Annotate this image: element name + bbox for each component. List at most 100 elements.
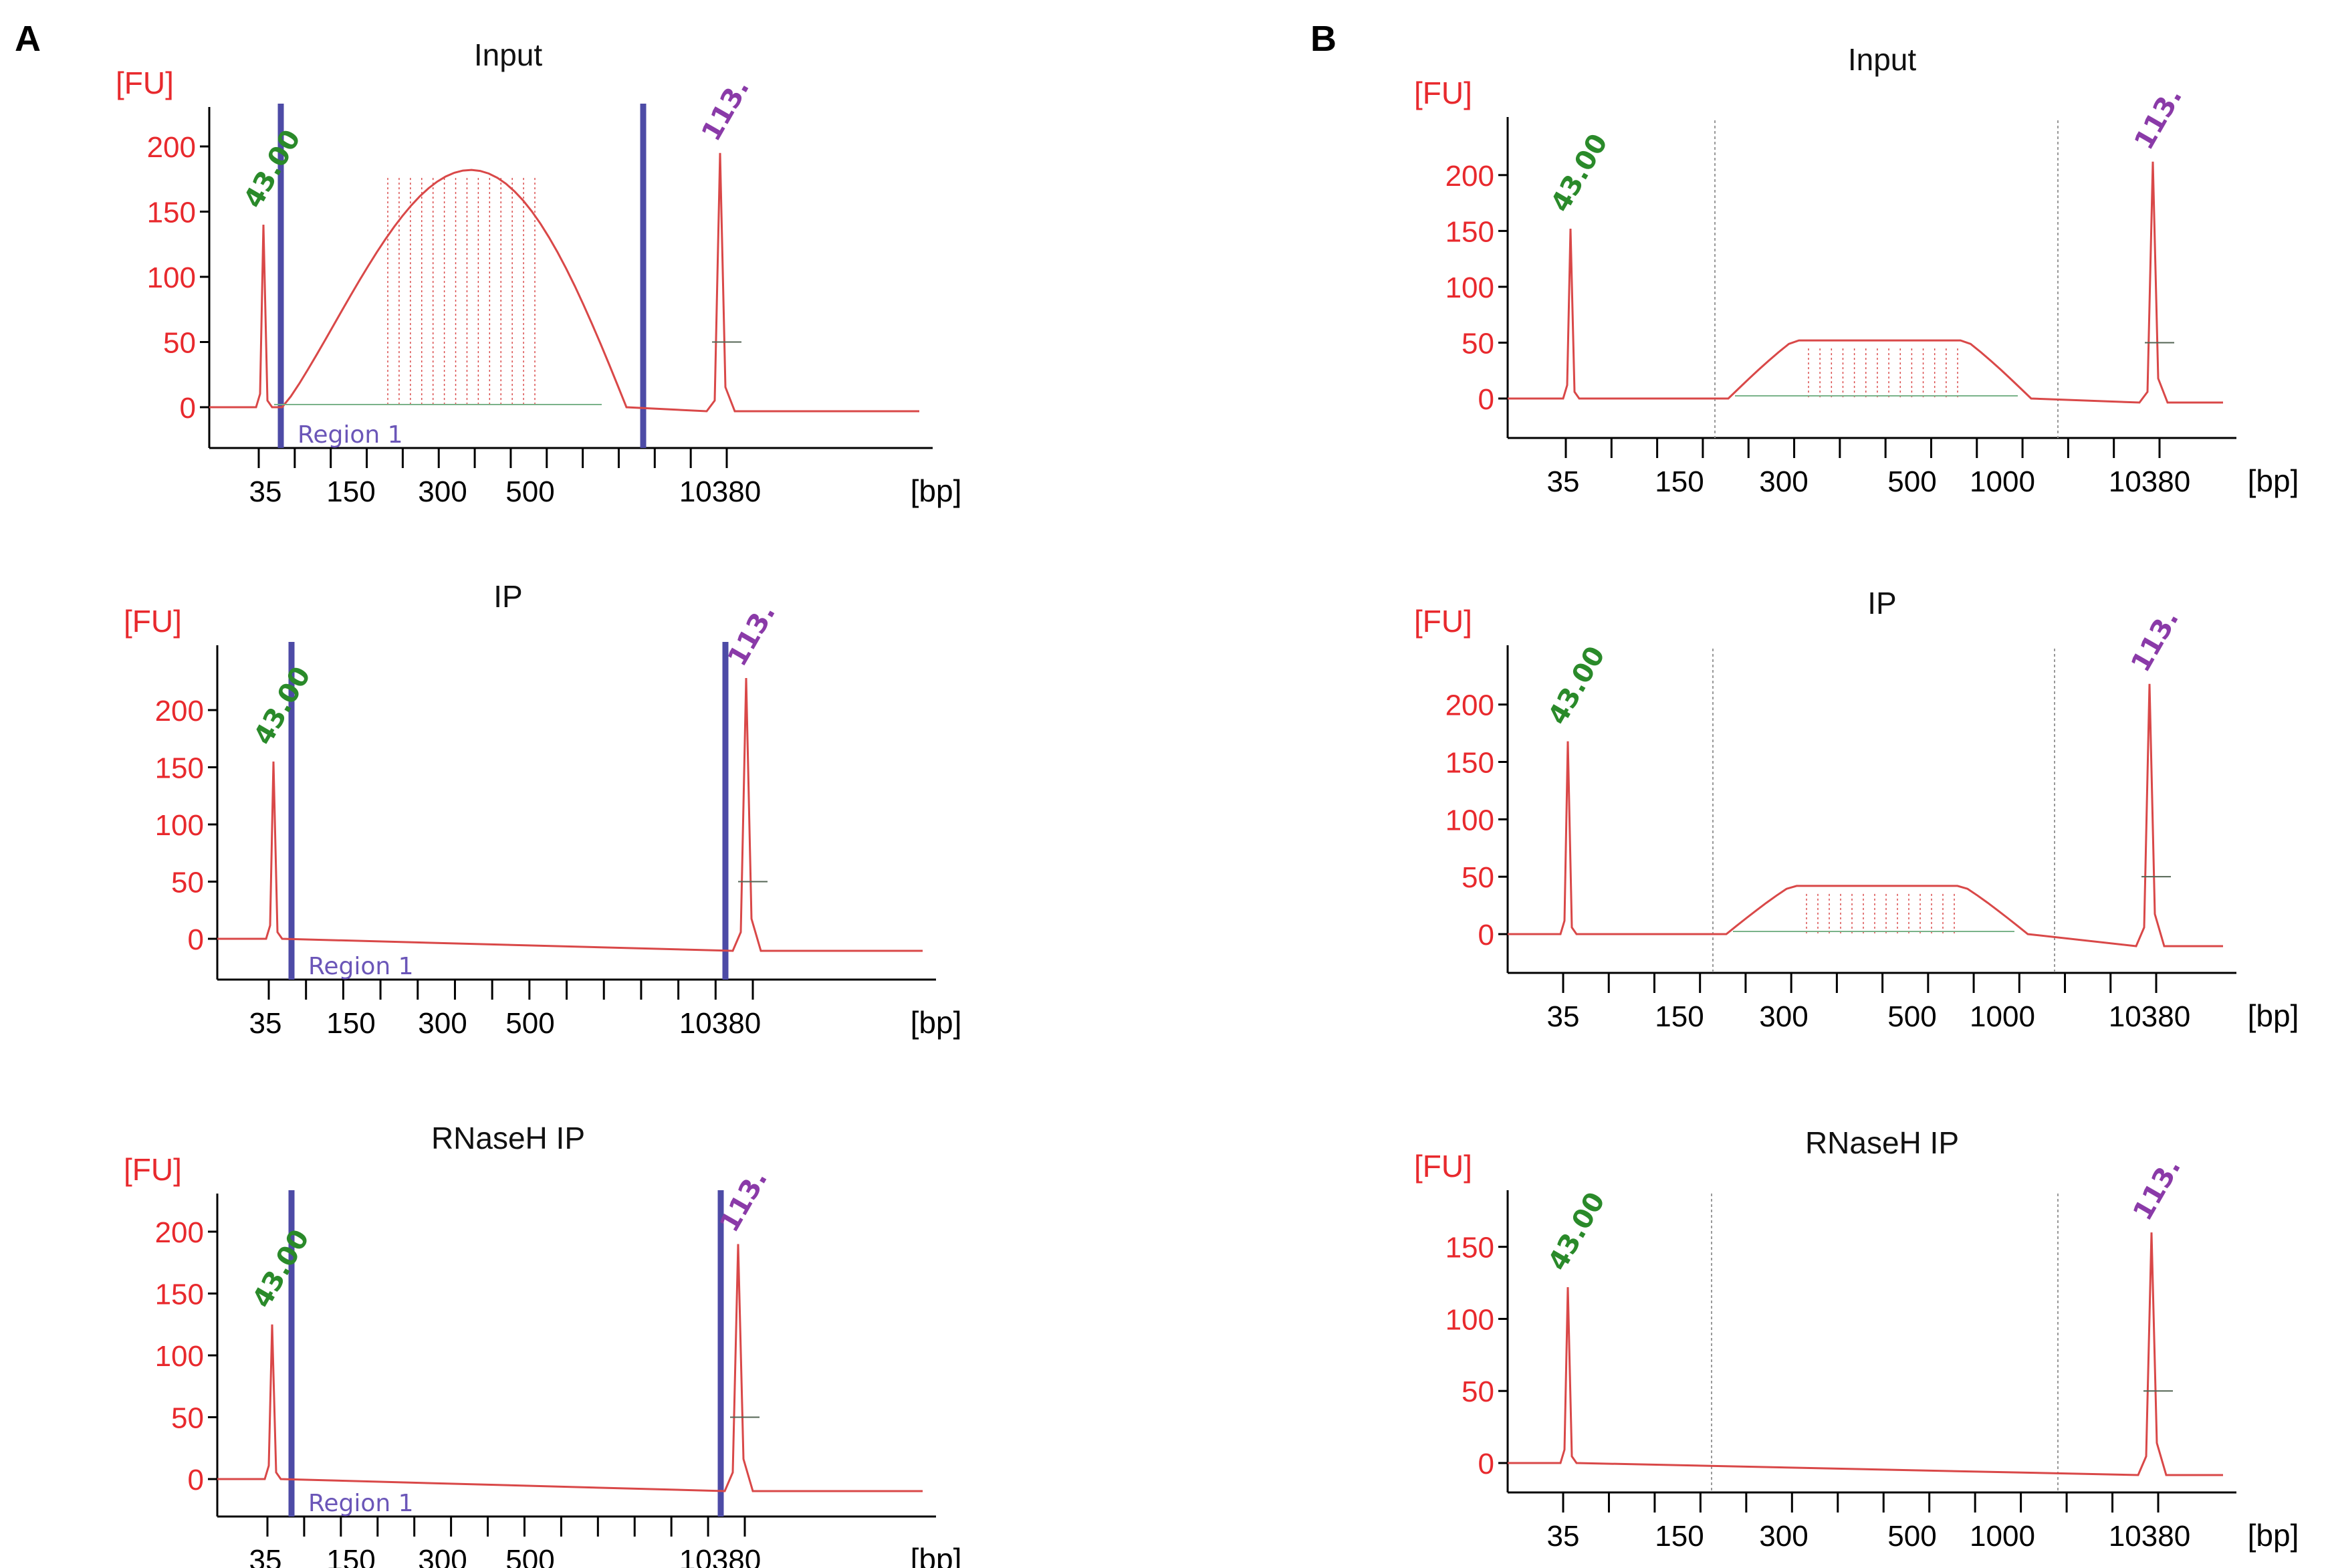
- chart-title: IP: [493, 579, 522, 614]
- y-tick-label: 100: [1445, 804, 1494, 836]
- x-tick-label: 300: [418, 1007, 467, 1040]
- chart-6: RNaseH IP [FU] 0 50 100 150 35 150 300 500 1000 103…: [1414, 1125, 2299, 1553]
- y-tick-label: 100: [155, 809, 204, 842]
- x-tick-label: 300: [1759, 1520, 1808, 1553]
- x-tick-label: 10380: [679, 475, 761, 508]
- x-tick-label: 35: [1547, 1000, 1580, 1033]
- x-tick-label: 10380: [679, 1007, 761, 1040]
- electropherogram-trace: [1508, 1232, 2223, 1476]
- chart-title: RNaseH IP: [1805, 1125, 1959, 1160]
- x-tick-label: 35: [1547, 465, 1580, 498]
- chart-3: RNaseH IP [FU] 0 50 100 150 200 35 150 300 500 1038…: [124, 1121, 961, 1568]
- y-tick-label: 150: [147, 197, 196, 229]
- y-tick-label: 150: [155, 1278, 204, 1311]
- y-tick-label: 50: [1462, 861, 1494, 894]
- x-tick-label: 150: [1655, 465, 1704, 498]
- x-tick-label: 150: [1655, 1520, 1704, 1553]
- upper-marker-label: 113.: [2129, 82, 2188, 154]
- x-tick-label: 10380: [2109, 1520, 2190, 1553]
- x-tick-label: 10380: [679, 1544, 761, 1568]
- lower-marker-label: 43.00: [1542, 641, 1611, 730]
- x-tick-label: 35: [249, 1544, 282, 1568]
- x-tick-label: 1000: [1970, 465, 2035, 498]
- chart-4: Input [FU] 0 50 100 150 200 35 150 300 500 1000 1038…: [1414, 42, 2299, 498]
- y-tick-label: 150: [1445, 215, 1494, 248]
- x-unit-label: [bp]: [2248, 1518, 2299, 1553]
- chart-5: IP [FU] 0 50 100 150 200 35 150 300 500 1000 10380 [b…: [1414, 586, 2299, 1033]
- x-tick-label: 500: [1887, 465, 1936, 498]
- x-tick-label: 500: [505, 1007, 554, 1040]
- x-tick-label: 35: [1547, 1520, 1580, 1553]
- x-tick-label: 300: [418, 475, 467, 508]
- upper-marker-label: 113.: [722, 599, 782, 671]
- lower-marker-label: 43.00: [1542, 1187, 1611, 1276]
- y-unit-label: [FU]: [116, 66, 174, 100]
- upper-marker-label: 113.: [2125, 604, 2185, 677]
- chart-title: Input: [1848, 42, 1917, 77]
- x-tick-label: 10380: [2109, 1000, 2190, 1033]
- chart-title: IP: [1867, 586, 1896, 621]
- chart-1: Input [FU] 0 50 100 150 200 35 150 300 500 10380 [bp…: [116, 37, 961, 508]
- lower-marker-label: 43.00: [248, 661, 317, 750]
- x-tick-label: 150: [326, 475, 375, 508]
- x-unit-label: [bp]: [2248, 463, 2299, 498]
- electropherogram-trace: [209, 152, 919, 413]
- y-tick-label: 0: [1478, 919, 1494, 951]
- x-tick-label: 1000: [1970, 1520, 2035, 1553]
- x-unit-label: [bp]: [911, 1005, 962, 1040]
- y-tick-label: 100: [155, 1340, 204, 1373]
- chart-2: IP [FU] 0 50 100 150 200 35 150 300 500 10380 [bp] Re…: [124, 579, 961, 1040]
- y-tick-label: 0: [188, 1464, 204, 1496]
- x-tick-label: 300: [418, 1544, 467, 1568]
- y-tick-label: 200: [155, 1216, 204, 1249]
- lower-marker-label: 43.00: [247, 1224, 316, 1313]
- y-tick-label: 200: [155, 695, 204, 727]
- x-tick-label: 150: [1655, 1000, 1704, 1033]
- y-tick-label: 200: [1445, 689, 1494, 722]
- x-tick-label: 35: [249, 1007, 282, 1040]
- y-unit-label: [FU]: [1414, 1149, 1472, 1184]
- y-tick-label: 150: [1445, 1232, 1494, 1264]
- x-tick-label: 150: [326, 1544, 375, 1568]
- x-unit-label: [bp]: [911, 473, 962, 508]
- y-unit-label: [FU]: [124, 1152, 182, 1187]
- y-tick-label: 50: [171, 1402, 204, 1435]
- y-tick-label: 200: [147, 131, 196, 164]
- electropherogram-trace: [217, 1244, 923, 1492]
- y-tick-label: 150: [1445, 747, 1494, 780]
- region-label: Region 1: [308, 1490, 414, 1517]
- chart-title: RNaseH IP: [431, 1121, 585, 1155]
- x-tick-label: 300: [1759, 1000, 1808, 1033]
- x-tick-label: 1000: [1970, 1000, 2035, 1033]
- y-unit-label: [FU]: [1414, 604, 1472, 639]
- panel-letter-a: A: [15, 19, 41, 59]
- chart-title: Input: [474, 37, 543, 72]
- x-tick-label: 35: [249, 475, 282, 508]
- y-tick-label: 150: [155, 752, 204, 784]
- y-tick-label: 0: [1478, 383, 1494, 416]
- lower-marker-label: 43.00: [238, 124, 307, 213]
- x-unit-label: [bp]: [2248, 998, 2299, 1033]
- x-tick-label: 500: [1887, 1000, 1936, 1033]
- region-label: Region 1: [298, 421, 403, 449]
- electropherogram-trace: [1508, 683, 2223, 947]
- lower-marker-label: 43.00: [1545, 128, 1614, 217]
- y-tick-label: 100: [1445, 271, 1494, 304]
- y-unit-label: [FU]: [1414, 76, 1472, 110]
- x-tick-label: 10380: [2109, 465, 2190, 498]
- x-tick-label: 500: [1887, 1520, 1936, 1553]
- x-unit-label: [bp]: [911, 1542, 962, 1568]
- electropherogram-trace: [1508, 161, 2223, 404]
- y-tick-label: 100: [147, 261, 196, 294]
- y-tick-label: 50: [1462, 1375, 1494, 1408]
- y-tick-label: 100: [1445, 1303, 1494, 1336]
- y-tick-label: 0: [188, 923, 204, 956]
- y-tick-label: 50: [171, 866, 204, 899]
- region-label: Region 1: [308, 953, 414, 980]
- y-tick-label: 0: [1478, 1448, 1494, 1480]
- upper-marker-label: 113.: [696, 74, 755, 146]
- x-tick-label: 500: [505, 1544, 554, 1568]
- panel-letter-b: B: [1310, 19, 1336, 59]
